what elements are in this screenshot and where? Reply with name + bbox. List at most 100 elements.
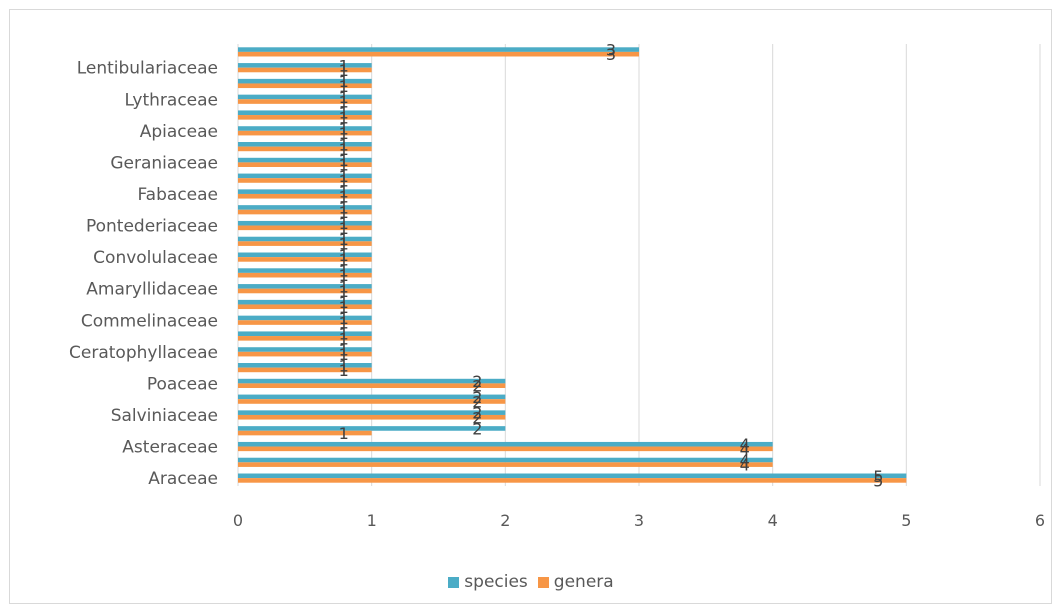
data-label-species: 1 (339, 135, 349, 154)
bar-species (238, 47, 639, 52)
data-label-genera: 2 (472, 377, 482, 396)
data-label-genera: 1 (339, 171, 349, 190)
bar-genera (238, 209, 372, 215)
data-label-genera: 1 (339, 219, 349, 238)
bar-genera (238, 288, 372, 294)
bar-genera (238, 336, 372, 341)
bar-species (238, 473, 907, 479)
bar-species (238, 252, 372, 258)
data-label-genera: 4 (740, 456, 750, 475)
category-label: Pontederiaceae (86, 217, 218, 237)
data-label-genera: 1 (339, 266, 349, 285)
data-label-species: 2 (472, 419, 482, 438)
bar-species (238, 63, 372, 68)
data-label-genera: 1 (339, 314, 349, 333)
gridlines (237, 44, 1041, 486)
x-tick-label: 2 (500, 511, 510, 530)
data-label-species: 1 (339, 198, 349, 217)
bars (238, 47, 907, 483)
data-label-species: 4 (740, 435, 750, 454)
data-label-genera: 2 (472, 408, 482, 427)
data-label-species: 1 (339, 72, 349, 91)
bar-genera (238, 146, 372, 152)
bar-species (238, 457, 773, 463)
data-label-genera: 1 (339, 77, 349, 96)
category-label: Amaryllidaceae (86, 280, 218, 300)
category-label: Asteraceae (122, 438, 218, 458)
bar-genera (238, 162, 372, 167)
data-label-genera: 1 (339, 140, 349, 159)
category-label: Convolulaceae (93, 248, 218, 268)
x-tick-label: 3 (634, 511, 644, 530)
bar-genera (238, 462, 773, 467)
data-label-species: 1 (339, 183, 349, 202)
data-label-species: 1 (339, 341, 349, 360)
data-label-species: 1 (339, 309, 349, 328)
bar-species (238, 110, 372, 116)
bar-species (238, 378, 506, 384)
bar-species (238, 394, 506, 400)
data-label-genera: 1 (339, 329, 349, 348)
data-labels: 3311111111111111111111111111111111111111… (339, 41, 884, 491)
data-label-genera: 1 (339, 61, 349, 80)
bar-species (238, 315, 372, 321)
data-label-species: 1 (339, 293, 349, 312)
legend-swatch-species (448, 576, 460, 588)
bar-species (238, 189, 372, 194)
data-label-genera: 1 (339, 282, 349, 301)
data-label-genera: 1 (339, 424, 349, 443)
legend-item-genera: genera (537, 572, 614, 592)
bar-species (238, 126, 372, 131)
data-label-genera: 1 (339, 93, 349, 112)
x-tick-label: 1 (367, 511, 377, 530)
bar-species (238, 173, 372, 179)
bar-genera (238, 241, 372, 246)
data-label-species: 1 (339, 246, 349, 265)
category-label: Ceratophyllaceae (69, 343, 218, 363)
data-label-species: 3 (606, 41, 616, 60)
data-label-genera: 1 (339, 156, 349, 175)
category-label: Poaceae (147, 374, 218, 394)
bar-genera (238, 478, 907, 483)
bar-species (238, 157, 372, 163)
bar-genera (238, 367, 372, 373)
bar-genera (238, 115, 372, 120)
data-label-genera: 4 (740, 440, 750, 459)
data-label-species: 1 (339, 230, 349, 249)
data-label-genera: 2 (472, 392, 482, 411)
legend-swatch-genera (537, 576, 549, 588)
data-label-species: 4 (740, 451, 750, 470)
bar-species (238, 236, 372, 242)
data-label-species: 1 (339, 56, 349, 75)
category-labels: Lentibulariaceae Lythraceae Apiaceae Gerani… (69, 59, 218, 489)
data-label-species: 1 (339, 356, 349, 375)
data-label-genera: 1 (339, 187, 349, 206)
bar-genera (238, 272, 372, 278)
bar-genera (238, 257, 372, 262)
bar-genera (238, 399, 506, 404)
bar-genera (238, 83, 372, 89)
bar-species (238, 142, 372, 147)
bar-species (238, 94, 372, 100)
chart-frame (9, 9, 1052, 604)
x-tick-labels: 0 1 2 3 4 5 6 (233, 511, 1045, 530)
data-label-species: 1 (339, 120, 349, 139)
legend: species genera (0, 572, 1062, 592)
bar-genera (238, 193, 372, 199)
bar-genera (238, 414, 506, 420)
data-label-genera: 1 (339, 124, 349, 143)
data-label-species: 2 (472, 404, 482, 423)
bar-species (238, 410, 506, 415)
bar-species (238, 284, 372, 289)
data-label-genera: 1 (339, 235, 349, 254)
data-label-species: 1 (339, 88, 349, 107)
bar-species (238, 441, 773, 447)
category-label: Salviniaceae (111, 406, 218, 426)
bar-species (238, 331, 372, 337)
data-label-genera: 5 (873, 471, 883, 490)
bar-species (238, 268, 372, 273)
legend-label-genera: genera (553, 572, 614, 592)
data-label-species: 1 (339, 325, 349, 344)
bar-species (238, 426, 506, 431)
bar-genera (238, 304, 372, 310)
